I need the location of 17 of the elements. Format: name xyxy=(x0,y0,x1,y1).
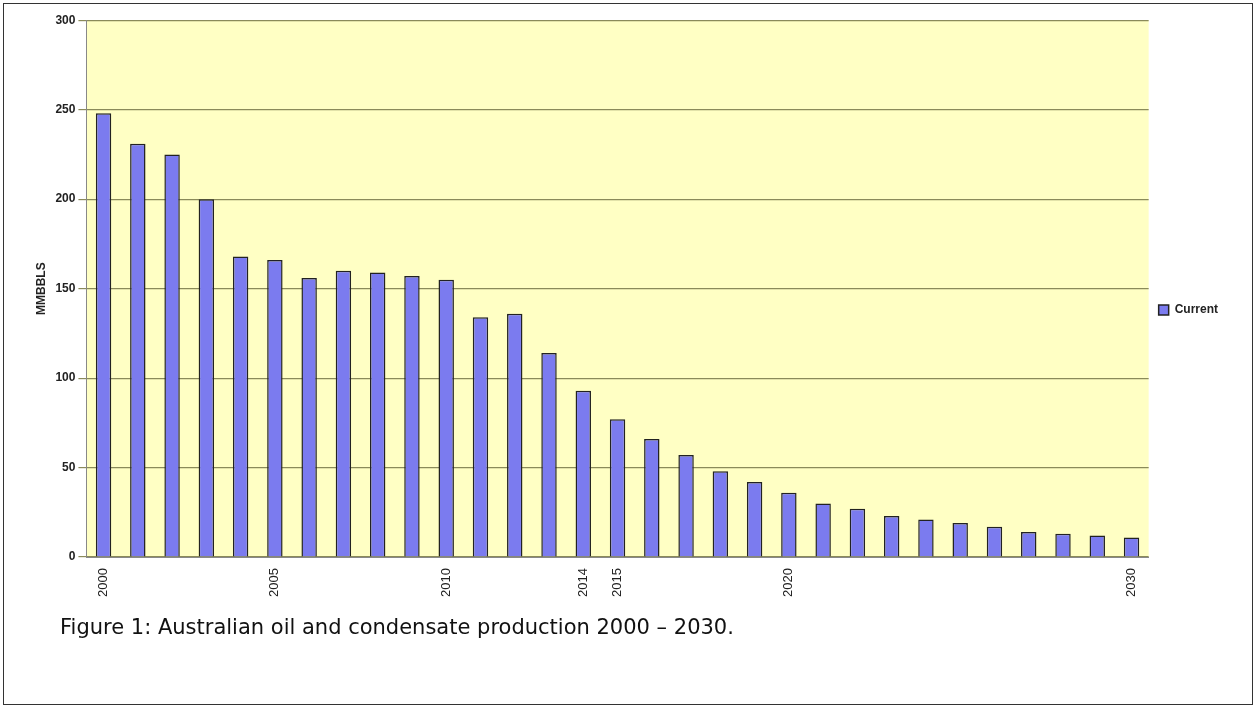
x-tick-label: 2030 xyxy=(1123,568,1139,597)
x-tick-label: 2020 xyxy=(780,568,796,597)
y-tick-label: 300 xyxy=(55,12,76,27)
x-tick-label: 2015 xyxy=(609,568,625,597)
y-tick-label: 200 xyxy=(55,191,76,206)
y-tick-label: 250 xyxy=(55,101,76,116)
y-tick-label: 0 xyxy=(68,549,76,564)
legend-label: Current xyxy=(1174,302,1219,317)
y-tick-label: 100 xyxy=(55,370,76,385)
x-tick-label: 2005 xyxy=(266,568,282,597)
y-tick-label: 50 xyxy=(62,459,76,474)
caption: Figure 1: Australian oil and condensate production 2000 – 2030. xyxy=(60,615,735,639)
y-axis-title: MMBBLS xyxy=(33,262,48,315)
x-tick-label: 2000 xyxy=(95,568,111,597)
x-tick-label: 2010 xyxy=(437,568,453,597)
y-tick-label: 150 xyxy=(55,280,76,295)
x-tick-label: 2014 xyxy=(574,568,590,597)
